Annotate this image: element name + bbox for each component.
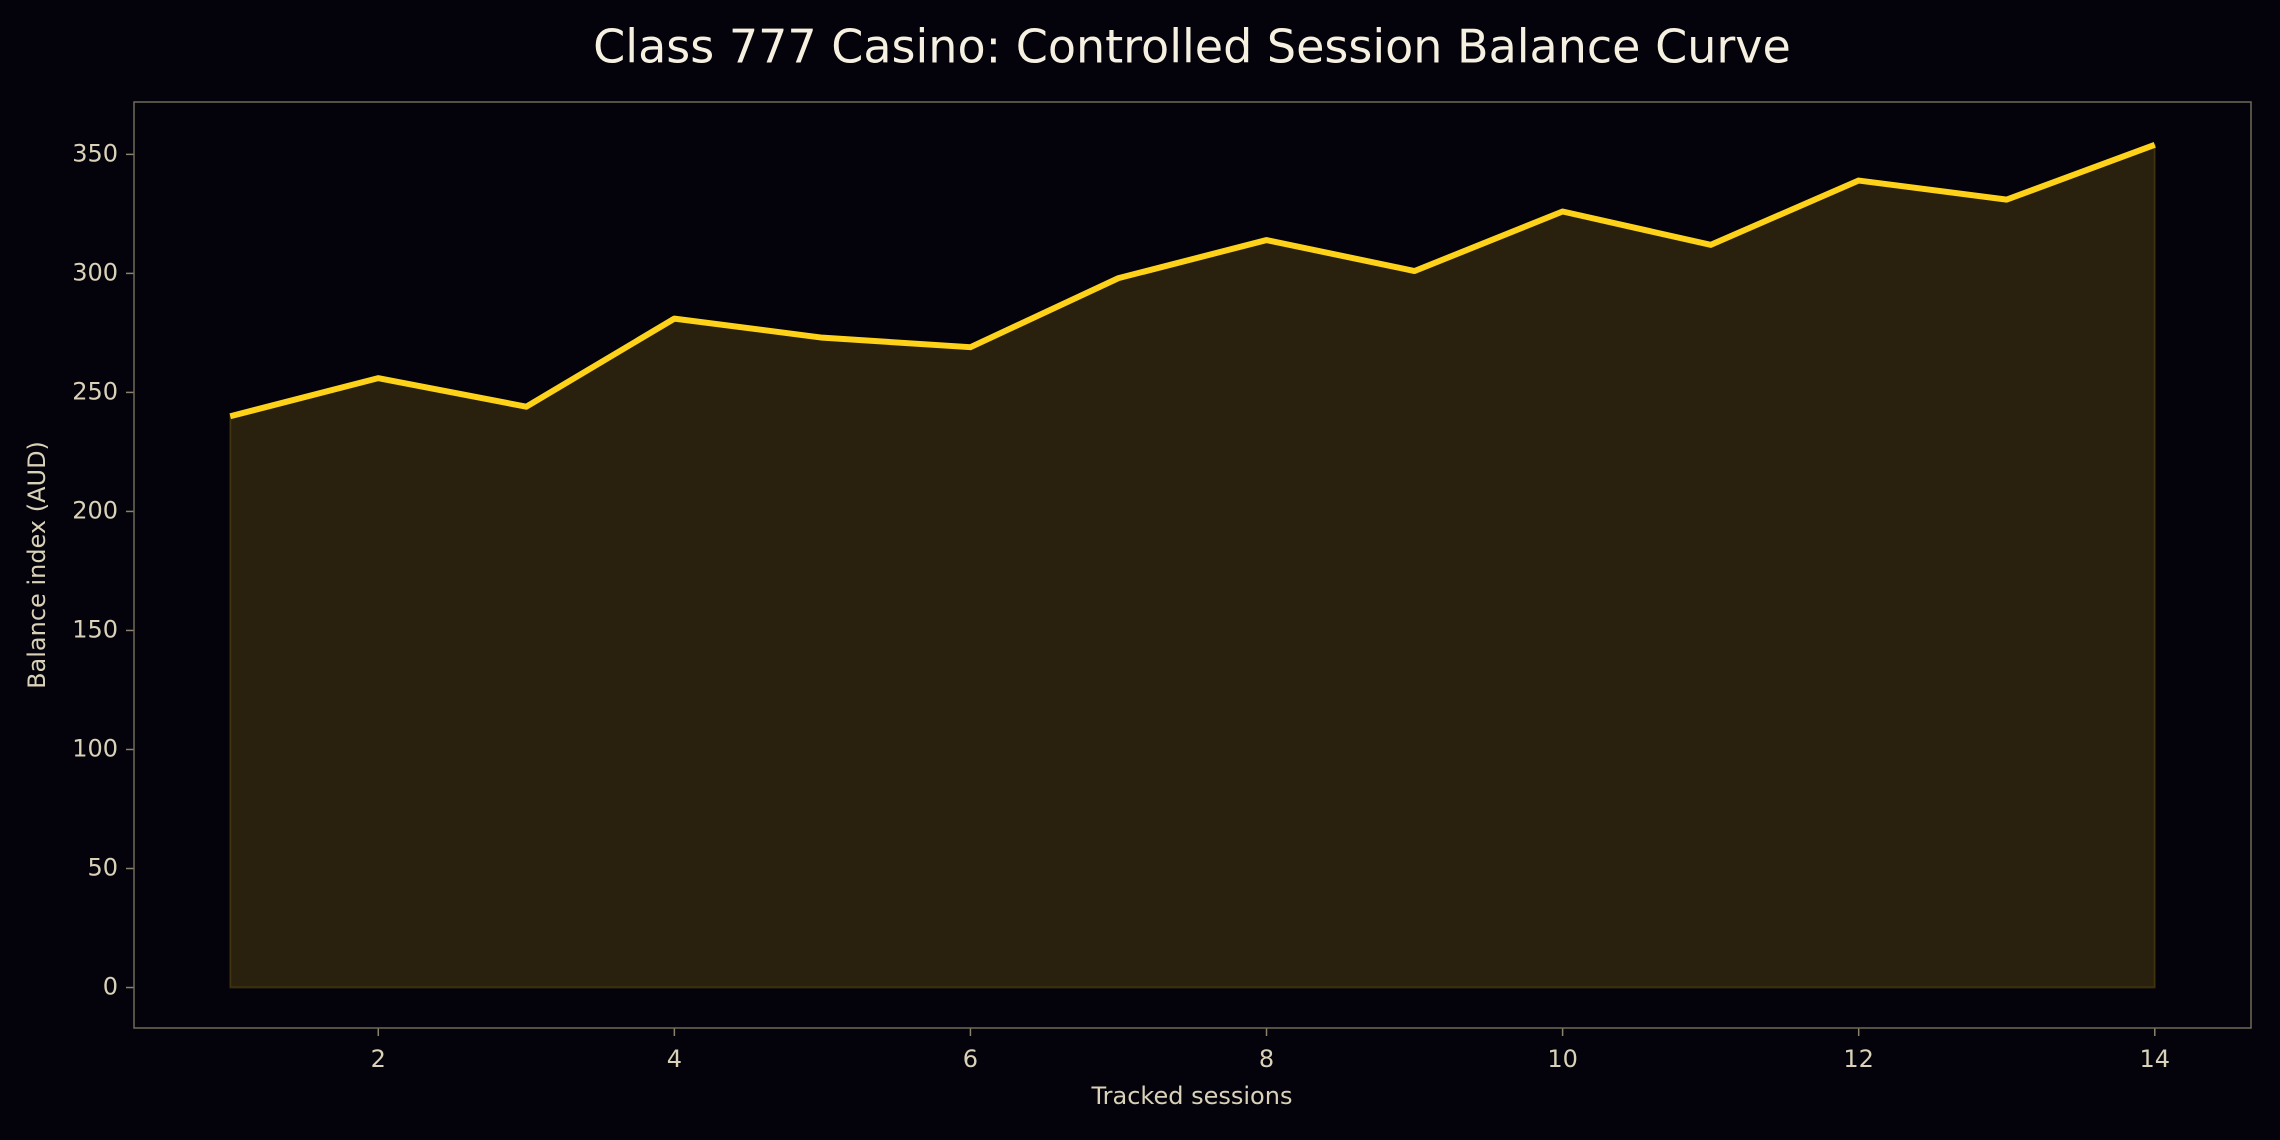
y-tick-label: 50 [87, 854, 118, 882]
line [229, 142, 2156, 420]
y-axis-label: Balance index (AUD) [23, 441, 51, 689]
y-tick-label: 100 [72, 734, 118, 762]
y-tick-label: 150 [72, 615, 118, 643]
y-tick-label: 250 [72, 377, 118, 405]
x-tick-label: 10 [1547, 1045, 1578, 1073]
chart-title: Class 777 Casino: Controlled Session Bal… [593, 20, 1791, 74]
plot-frame [133, 101, 2252, 1029]
x-tick-label: 4 [667, 1045, 682, 1073]
y-tick-label: 350 [72, 139, 118, 167]
y-tick-label: 200 [72, 496, 118, 524]
x-tick-label: 6 [963, 1045, 978, 1073]
y-tick-label: 300 [72, 258, 118, 286]
x-tick-label: 2 [371, 1045, 386, 1073]
x-tick-label: 8 [1259, 1045, 1274, 1073]
y-tick-label: 0 [103, 973, 118, 1001]
x-tick-label: 14 [2139, 1045, 2170, 1073]
x-axis-label: Tracked sessions [1091, 1082, 1293, 1110]
area-fill [229, 143, 2156, 989]
x-tick-label: 12 [1843, 1045, 1874, 1073]
